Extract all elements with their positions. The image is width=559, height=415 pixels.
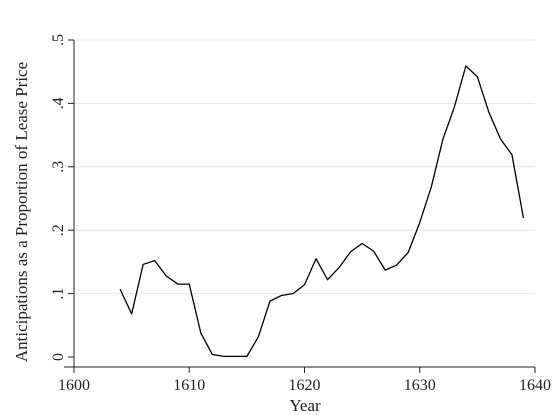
y-tick-label-4: .4 (50, 97, 67, 109)
y-tick-label-2: .2 (50, 224, 67, 236)
x-tick-label-1: 1610 (173, 377, 205, 394)
y-tick-label-5: .5 (50, 34, 67, 46)
x-tick-label-4: 1640 (519, 377, 551, 394)
grid-lines (74, 39, 535, 295)
y-tick-label-0: 0 (50, 353, 67, 361)
x-tick-label-3: 1630 (404, 377, 436, 394)
axes (64, 39, 536, 373)
tick-labels: 0 .1 .2 .3 .4 .5 1600 1610 1620 1630 1640 (50, 34, 551, 394)
series-line-0 (119, 65, 525, 358)
y-tick-label-3: .3 (50, 161, 67, 173)
x-tick-label-2: 1620 (289, 377, 321, 394)
x-axis-title: Year (289, 396, 321, 415)
y-tick-label-1: .1 (50, 288, 67, 300)
y-axis-title: Anticipations as a Proportion of Lease P… (12, 62, 31, 362)
x-tick-label-0: 1600 (58, 377, 90, 394)
plot-area (119, 65, 525, 358)
